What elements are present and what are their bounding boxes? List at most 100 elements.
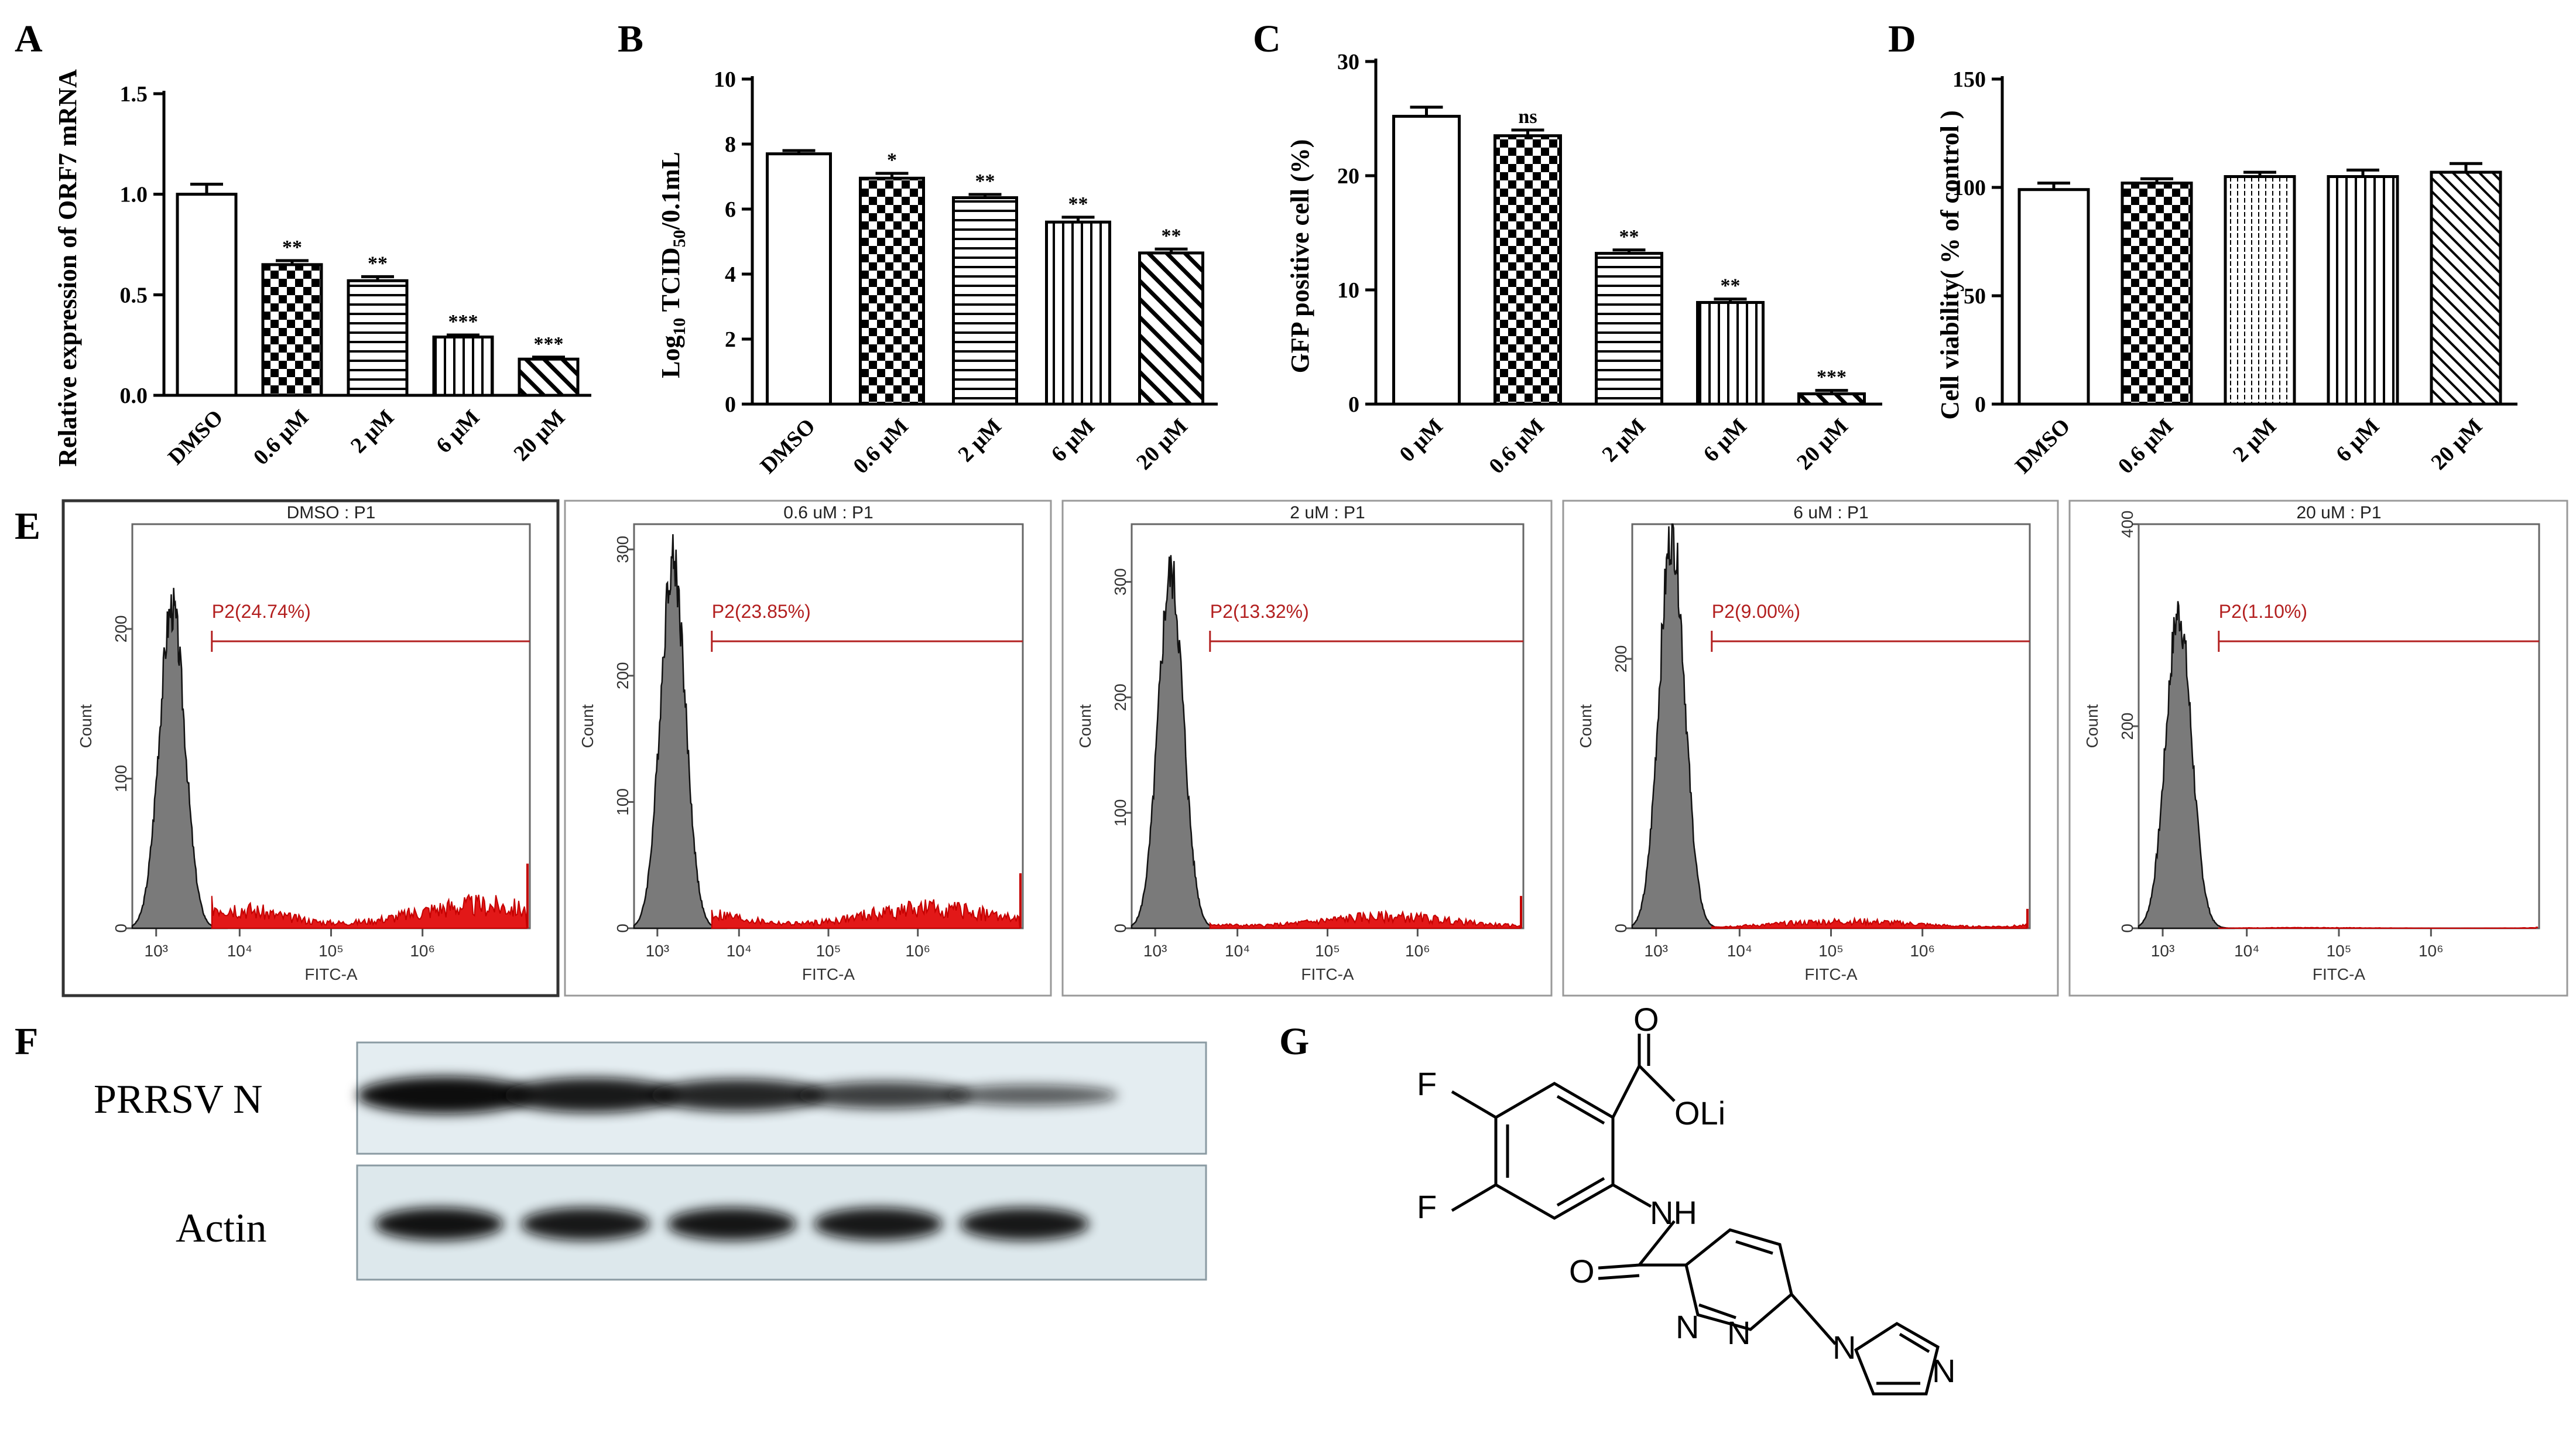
x-category-label: 6 μM xyxy=(431,405,484,458)
flow-panel-1: 0.6 uM : P1 0 100 200 300 Count 10³ 10⁴ 10⁵ 10⁶ FI… xyxy=(564,500,1052,997)
x-category-label: 6 μM xyxy=(2331,414,2384,467)
flow-x-tick-label: 10⁶ xyxy=(905,942,930,960)
flow-x-tick-label: 10⁵ xyxy=(816,942,841,960)
bar-a-3 xyxy=(432,335,494,397)
y-axis-title: Log10 TCID50/0.1mL xyxy=(656,152,689,378)
atom-f-bottom: F xyxy=(1417,1188,1437,1225)
y-tick-label: 50 xyxy=(1964,284,1986,309)
flow-x-tick-label: 10⁴ xyxy=(1225,942,1250,960)
flow-histogram-tail xyxy=(1711,916,2028,929)
bar-c-3 xyxy=(1696,300,1765,406)
western-blot: PRRSV N Actin xyxy=(94,1041,1207,1281)
panel-label-a: A xyxy=(15,18,43,60)
wb-band-actin xyxy=(667,1208,796,1240)
flow-x-axis-label: FITC-A xyxy=(1301,965,1354,983)
wb-band-n xyxy=(943,1085,1118,1106)
flow-x-axis-label: FITC-A xyxy=(802,965,855,983)
bar-chart-a: 0.0 0.5 1.0 1.5 Relative expression of ORF7 … xyxy=(53,69,591,470)
x-category-label: 2 μM xyxy=(953,414,1006,467)
flow-x-tick-label: 10³ xyxy=(145,942,168,960)
x-category-label: 2 μM xyxy=(346,405,399,458)
flow-panel-title: 20 uM : P1 xyxy=(2296,503,2381,522)
flow-x-tick-label: 10⁵ xyxy=(2327,942,2352,960)
significance-label: ** xyxy=(975,170,995,192)
flow-y-tick-label: 0 xyxy=(1111,924,1129,933)
x-category-label: 20 μM xyxy=(509,405,570,466)
significance-label: ** xyxy=(1721,275,1741,297)
x-category-label: 0 μM xyxy=(1395,414,1447,467)
y-tick-label: 100 xyxy=(1952,176,1986,200)
wb-band-n xyxy=(650,1079,825,1112)
x-category-label: 2 μM xyxy=(2228,414,2281,467)
flow-y-tick-label: 100 xyxy=(112,765,130,792)
y-tick-label: 0.5 xyxy=(120,283,148,307)
significance-label: *** xyxy=(534,333,564,355)
bar-b-3 xyxy=(1045,220,1111,406)
flow-y-tick-label: 100 xyxy=(1111,799,1129,826)
y-tick-label: 150 xyxy=(1952,67,1986,92)
flow-panel-0: DMSO : P1 0 100 200 Count 10³ 10⁴ 10⁵ 10⁶ FITC-A P… xyxy=(61,499,560,997)
flow-y-axis-label: Count xyxy=(77,704,95,748)
panel-label-b: B xyxy=(618,18,643,60)
x-category-label: 20 μM xyxy=(2426,414,2487,475)
flow-x-tick-label: 10⁶ xyxy=(1910,942,1935,960)
bar-b-4 xyxy=(1138,251,1204,406)
wb-band-actin xyxy=(960,1208,1089,1240)
flow-y-tick-label: 400 xyxy=(2118,511,2136,538)
x-category-label: 20 μM xyxy=(1132,414,1193,475)
atom-n-pyridazine-2: N xyxy=(1727,1314,1751,1351)
wb-band-actin xyxy=(814,1208,943,1240)
atom-nh: NH xyxy=(1650,1194,1697,1231)
x-category-label: 6 μM xyxy=(1046,414,1099,467)
bar-chart-d: 0 50 100 150 Cell viability( % of control ) D… xyxy=(1936,67,2517,478)
flow-histogram-peak xyxy=(1631,523,1728,929)
y-axis-title: Relative expression of ORF7 mRNA xyxy=(53,69,82,467)
flow-x-tick-label: 10⁶ xyxy=(1405,942,1430,960)
wb-band-actin xyxy=(521,1208,650,1240)
flow-y-axis-label: Count xyxy=(1577,704,1595,748)
wb-label-actin: Actin xyxy=(176,1206,267,1251)
x-category-label: 6 μM xyxy=(1698,414,1751,467)
flow-panel-title: 2 uM : P1 xyxy=(1290,503,1365,522)
x-category-label: 0.6 μM xyxy=(2113,414,2178,479)
panel-label-g: G xyxy=(1279,1020,1309,1063)
flow-y-tick-label: 200 xyxy=(2118,713,2136,740)
x-category-label: 20 μM xyxy=(1792,414,1853,475)
y-tick-label: 30 xyxy=(1337,50,1359,74)
bar-c-4 xyxy=(1797,392,1866,406)
flow-x-tick-label: 10⁴ xyxy=(2234,942,2259,960)
atom-o-carbonyl: O xyxy=(1633,1001,1659,1038)
x-category-label: 0.6 μM xyxy=(1484,414,1549,479)
wb-band-actin xyxy=(375,1208,503,1240)
flow-gate-label: P2(13.32%) xyxy=(1210,601,1309,622)
bar-b-1 xyxy=(859,176,925,406)
flow-x-tick-label: 10⁵ xyxy=(1315,942,1340,960)
flow-panel-title: 0.6 uM : P1 xyxy=(783,503,873,522)
x-category-label: DMSO xyxy=(163,405,228,470)
bar-c-1 xyxy=(1493,134,1562,406)
y-tick-label: 10 xyxy=(714,67,736,92)
bar-a-1 xyxy=(261,263,323,397)
wb-band-n xyxy=(357,1076,533,1114)
y-tick-label: 4 xyxy=(725,262,736,287)
flow-x-tick-label: 10⁵ xyxy=(1818,942,1844,960)
flow-panel-title: DMSO : P1 xyxy=(287,503,376,522)
x-category-label: 0.6 μM xyxy=(249,405,314,470)
flow-x-tick-label: 10⁴ xyxy=(227,942,252,960)
bar-c-2 xyxy=(1595,252,1663,406)
y-tick-label: 1.5 xyxy=(120,82,148,107)
flow-gate-label: P2(24.74%) xyxy=(212,601,311,622)
significance-label: ** xyxy=(1619,226,1639,248)
flow-panel-4: 20 uM : P1 0 200 400 Count 10³ 10⁴ 10⁵ 10⁶ FITC-A… xyxy=(2068,500,2568,997)
significance-label: ** xyxy=(1162,225,1181,247)
flow-x-tick-label: 10⁵ xyxy=(318,942,344,960)
wb-band-n xyxy=(796,1081,972,1109)
bar-d-2 xyxy=(2224,175,2296,406)
flow-y-tick-label: 300 xyxy=(614,536,632,563)
bar-a-2 xyxy=(347,279,409,397)
panel-label-d: D xyxy=(1888,18,1916,60)
significance-label: *** xyxy=(448,311,478,333)
atom-oli: OLi xyxy=(1674,1095,1725,1131)
bar-chart-c: 0 10 20 30 GFP positive cell (%) 0 μM ns 0.6 μM… xyxy=(1286,50,1882,478)
flow-gate-label: P2(9.00%) xyxy=(1712,601,1800,622)
